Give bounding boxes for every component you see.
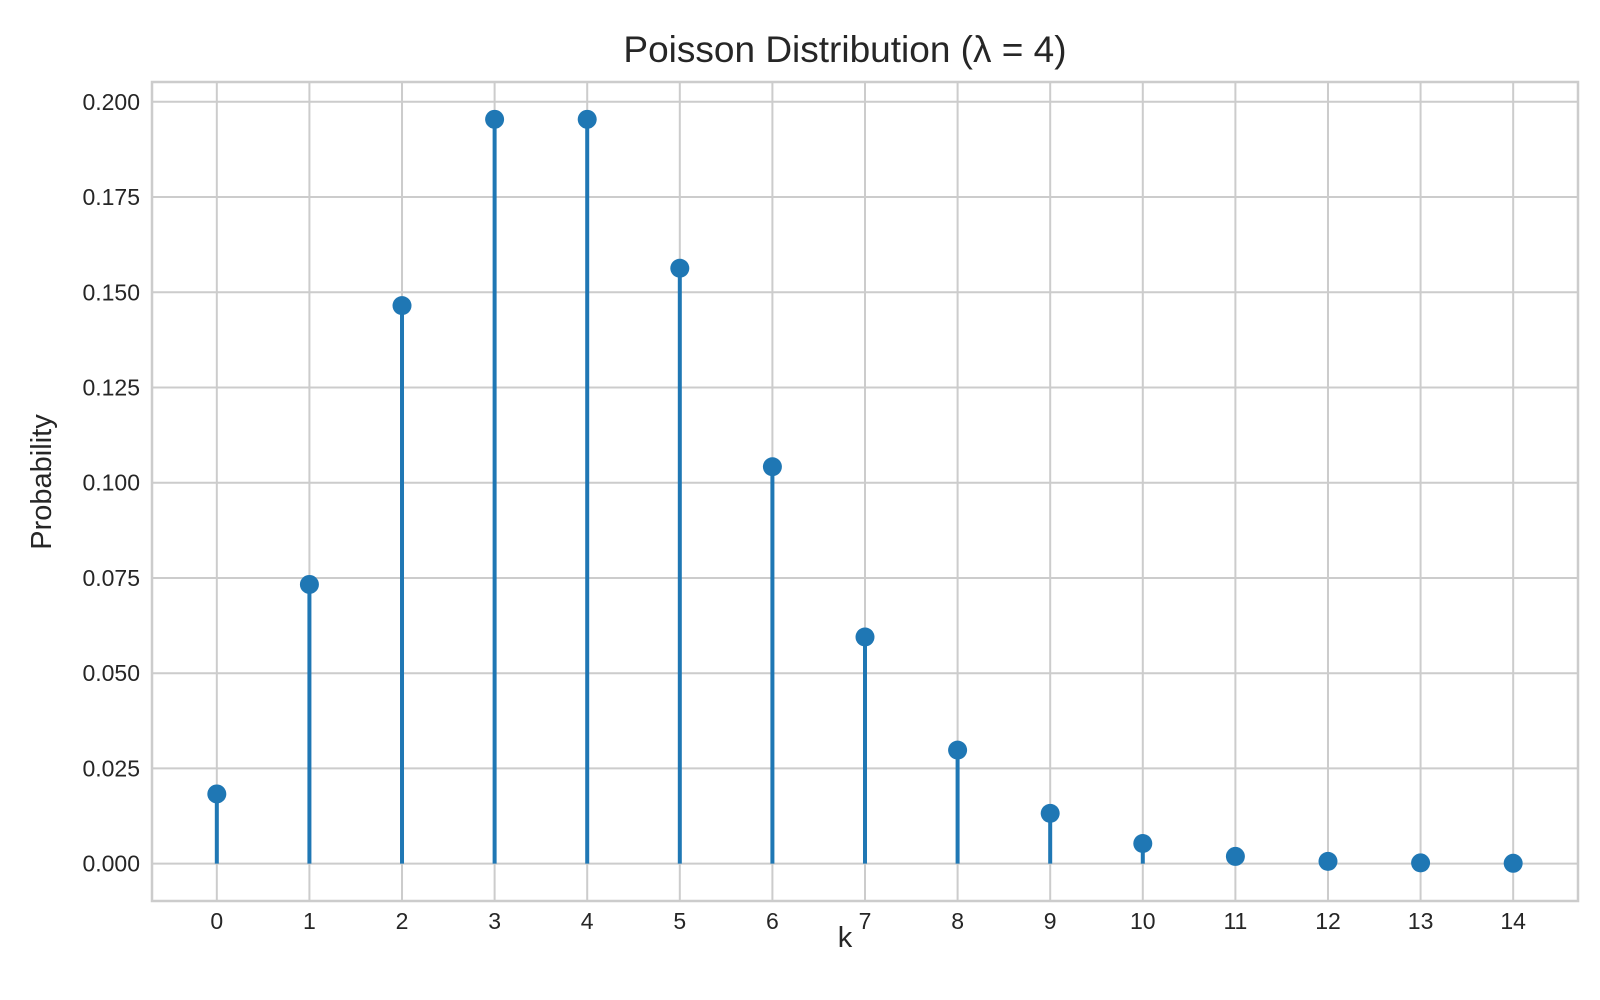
tick-labels: 0 1 2 3 4 5 6 7 8 9 10 11 12 13 140.0000.0250.0500.075… xyxy=(82,89,1526,934)
chart-title: Poisson Distribution (λ = 4) xyxy=(623,29,1066,70)
stem-marker xyxy=(1040,803,1060,823)
y-axis-label: Probability xyxy=(26,414,58,550)
y-tick-label: 0.150 xyxy=(82,279,140,305)
x-tick-label: 2 xyxy=(396,908,409,934)
y-tick-label: 0.175 xyxy=(82,184,140,210)
x-tick-label: 4 xyxy=(581,908,594,934)
stem-marker xyxy=(485,109,505,129)
stems xyxy=(214,119,1516,864)
stem-marker xyxy=(577,109,597,129)
y-tick-label: 0.050 xyxy=(82,660,140,686)
stem-marker xyxy=(948,740,968,760)
x-tick-label: 6 xyxy=(766,908,779,934)
x-tick-label: 10 xyxy=(1130,908,1156,934)
y-tick-label: 0.000 xyxy=(82,851,140,877)
x-tick-label: 12 xyxy=(1315,908,1341,934)
x-tick-label: 0 xyxy=(210,908,223,934)
y-tick-label: 0.075 xyxy=(82,565,140,591)
stem-marker xyxy=(392,296,412,316)
stem-marker xyxy=(1411,853,1431,873)
x-tick-label: 13 xyxy=(1408,908,1434,934)
y-tick-label: 0.025 xyxy=(82,755,140,781)
stem-marker xyxy=(1225,846,1245,866)
stem-marker xyxy=(207,784,227,804)
y-tick-label: 0.200 xyxy=(82,89,140,115)
x-tick-label: 14 xyxy=(1500,908,1526,934)
stem-marker xyxy=(1503,853,1523,873)
stem-marker xyxy=(1318,851,1338,871)
stem-marker xyxy=(299,574,319,594)
plot-frame xyxy=(150,80,1580,903)
stem-marker xyxy=(855,627,875,647)
markers xyxy=(207,109,1523,873)
stem-marker xyxy=(670,258,690,278)
x-tick-label: 7 xyxy=(859,908,872,934)
x-tick-label: 8 xyxy=(951,908,964,934)
y-tick-label: 0.100 xyxy=(82,470,140,496)
x-tick-label: 11 xyxy=(1223,908,1247,934)
stem-marker xyxy=(762,457,782,477)
stem-marker xyxy=(1133,833,1153,853)
x-tick-label: 5 xyxy=(673,908,686,934)
x-tick-label: 3 xyxy=(488,908,501,934)
y-tick-label: 0.125 xyxy=(82,375,140,401)
x-axis-label: k xyxy=(838,922,853,954)
x-tick-label: 1 xyxy=(303,908,316,934)
x-tick-label: 9 xyxy=(1044,908,1057,934)
